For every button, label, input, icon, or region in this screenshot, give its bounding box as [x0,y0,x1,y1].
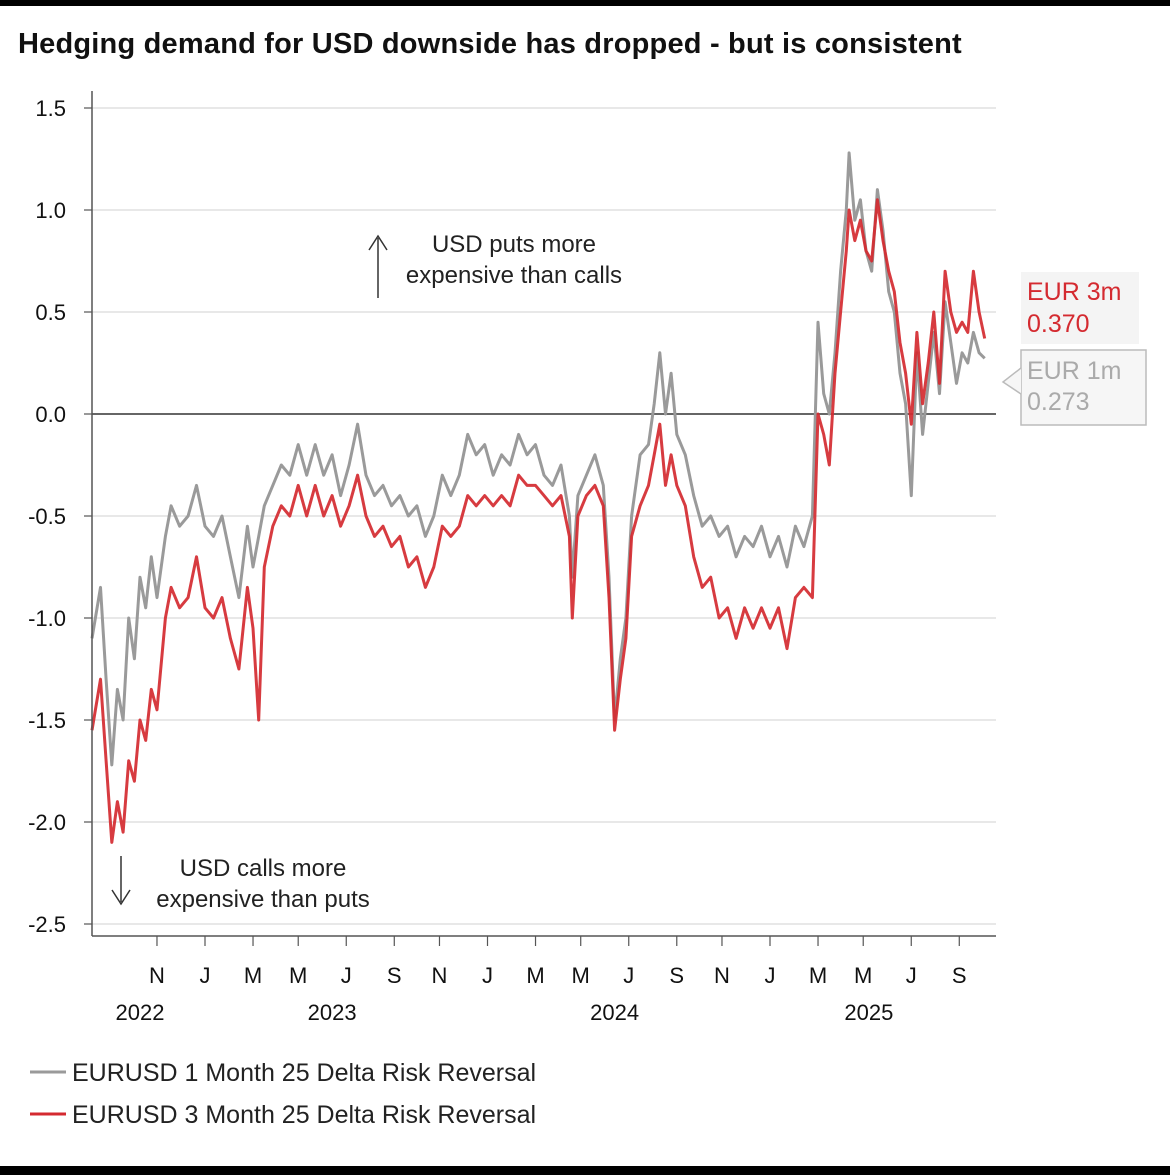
y-tick-label: -0.5 [28,504,66,529]
down-arrowhead-icon [111,889,131,906]
end-label-3m-value: 0.370 [1027,310,1090,338]
legend-label-1m: EURUSD 1 Month 25 Delta Risk Reversal [72,1059,536,1087]
end-label-3m-name: EUR 3m [1027,278,1121,306]
y-tick-label: -2.0 [28,810,66,835]
x-tick-label: N [714,963,730,988]
annotation-down-line1: USD calls more [180,855,347,882]
x-year-label: 2024 [590,1000,639,1025]
annotation-down-line2: expensive than puts [156,886,369,913]
end-label-1m-box [1020,349,1147,426]
chart-title: Hedging demand for USD downside has drop… [18,28,962,60]
x-tick-label: J [200,963,211,988]
x-year-label: 2025 [844,1000,893,1025]
y-tick-label: 1.0 [35,198,66,223]
x-tick-label: M [244,963,262,988]
annotation-up-line2: expensive than calls [406,262,622,289]
x-tick-label: S [669,963,684,988]
y-tick-label: -2.5 [28,912,66,937]
annotation-up-line1: USD puts more [432,231,596,258]
x-tick-label: J [341,963,352,988]
y-tick-label: 1.5 [35,96,66,121]
end-label-1m-name: EUR 1m [1027,357,1121,385]
y-tick-label: -1.5 [28,708,66,733]
legend-label-3m: EURUSD 3 Month 25 Delta Risk Reversal [72,1101,536,1129]
x-tick-label: M [809,963,827,988]
annotation-down: USD calls more expensive than puts [111,855,370,913]
x-tick-label: J [482,963,493,988]
x-tick-label: N [149,963,165,988]
x-tick-label: M [854,963,872,988]
up-arrowhead-icon [368,234,388,251]
end-label-1m-value: 0.273 [1027,388,1090,416]
x-year-label: 2022 [116,1000,165,1025]
x-tick-label: J [623,963,634,988]
chart-frame: Hedging demand for USD downside has drop… [0,6,1170,1166]
series-line-3m [90,198,987,844]
x-tick-label: M [526,963,544,988]
annotation-up: USD puts more expensive than calls [368,231,622,298]
end-label-1m: EUR 1m 0.273 [1001,349,1147,426]
x-tick-label: M [289,963,307,988]
end-label-3m-box [1021,272,1139,344]
x-tick-label: S [387,963,402,988]
y-tick-label: 0.0 [35,402,66,427]
x-year-label: 2023 [308,1000,357,1025]
x-tick-label: J [906,963,917,988]
y-tick-label: 0.5 [35,300,66,325]
gridlines [92,107,996,925]
end-label-1m-pointer [1001,367,1022,395]
x-tick-label: M [572,963,590,988]
series-lines [90,151,987,844]
x-tick-label: S [952,963,967,988]
x-tick-label: N [432,963,448,988]
legend: EURUSD 1 Month 25 Delta Risk Reversal EU… [30,1059,536,1129]
y-tick-label: -1.0 [28,606,66,631]
x-axis-ticks: N J M M J S N J M M J S N J M M J S 2022 2023 2024 2025 [116,936,967,1025]
x-tick-label: J [765,963,776,988]
end-label-3m: EUR 3m 0.370 [1021,272,1139,344]
y-axis-ticks: 1.5 1.0 0.5 0.0 -0.5 -1.0 -1.5 -2.0 -2.5 [28,96,92,937]
